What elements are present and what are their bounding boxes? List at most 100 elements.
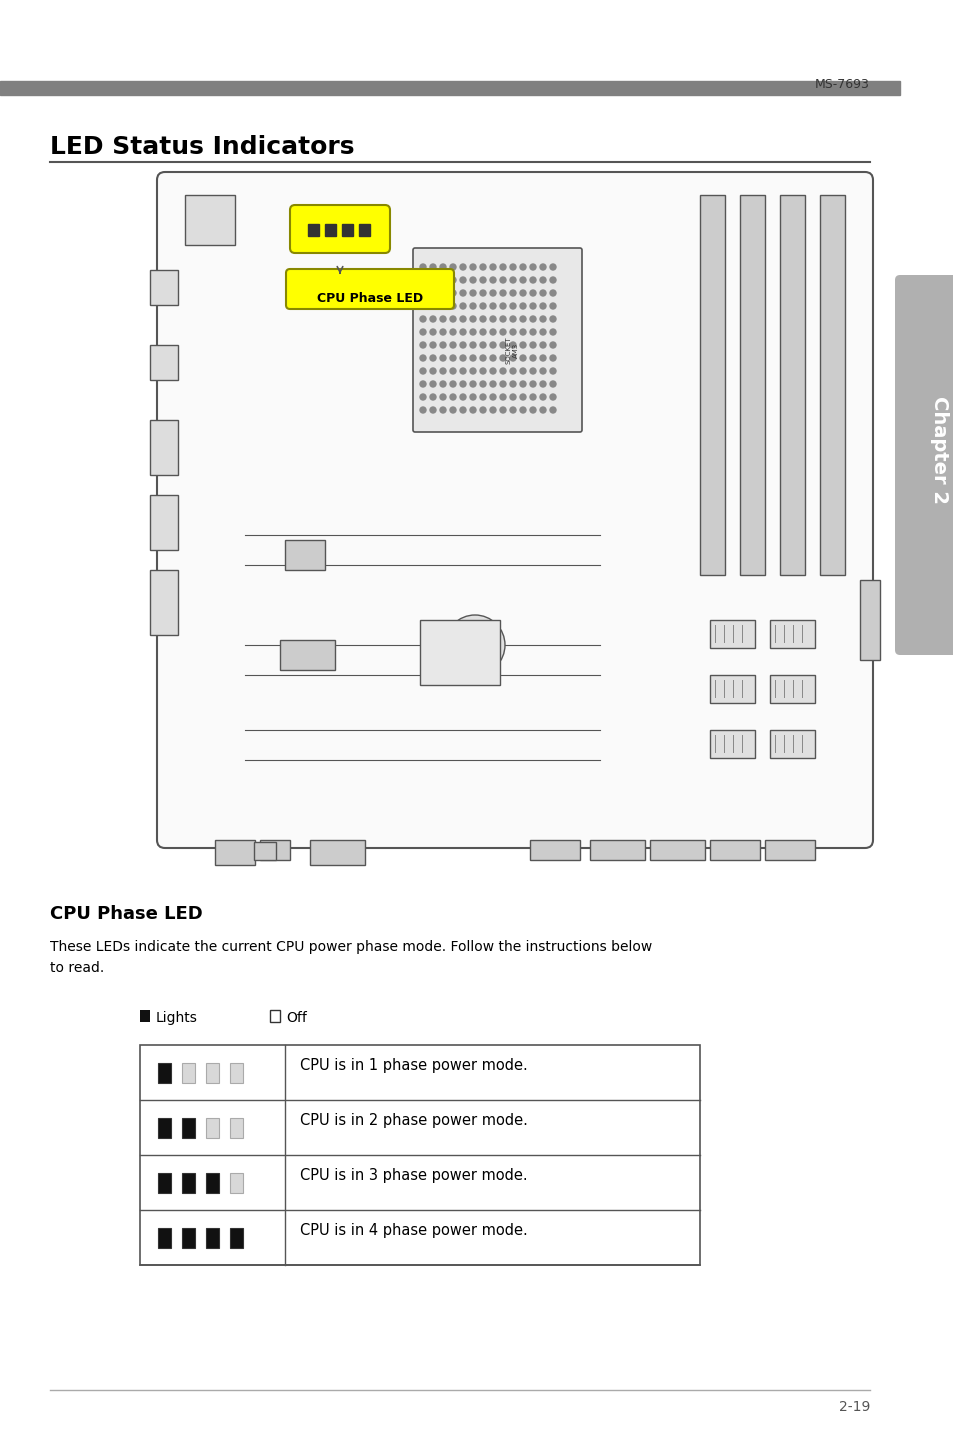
Circle shape xyxy=(519,368,525,374)
Circle shape xyxy=(499,381,505,387)
Bar xyxy=(158,1063,171,1083)
Circle shape xyxy=(550,276,556,284)
Circle shape xyxy=(450,276,456,284)
Circle shape xyxy=(530,263,536,271)
Bar xyxy=(308,223,318,236)
Circle shape xyxy=(550,342,556,348)
Circle shape xyxy=(470,381,476,387)
Circle shape xyxy=(479,407,485,412)
Circle shape xyxy=(490,355,496,361)
Circle shape xyxy=(430,381,436,387)
Bar xyxy=(230,1063,243,1083)
Circle shape xyxy=(450,316,456,322)
Circle shape xyxy=(530,368,536,374)
Circle shape xyxy=(530,407,536,412)
Circle shape xyxy=(539,329,545,335)
Circle shape xyxy=(510,276,516,284)
Circle shape xyxy=(499,329,505,335)
Circle shape xyxy=(530,342,536,348)
Text: LED Status Indicators: LED Status Indicators xyxy=(50,135,355,159)
Bar xyxy=(150,570,178,634)
Circle shape xyxy=(439,381,446,387)
Bar xyxy=(780,195,804,576)
Circle shape xyxy=(510,304,516,309)
Circle shape xyxy=(459,381,465,387)
Circle shape xyxy=(470,342,476,348)
Circle shape xyxy=(499,263,505,271)
Circle shape xyxy=(539,381,545,387)
Circle shape xyxy=(419,355,426,361)
Bar xyxy=(230,1227,243,1247)
Bar xyxy=(230,1117,243,1137)
Circle shape xyxy=(490,304,496,309)
Circle shape xyxy=(530,276,536,284)
Circle shape xyxy=(539,276,545,284)
Bar xyxy=(530,841,579,861)
Circle shape xyxy=(430,316,436,322)
Circle shape xyxy=(470,291,476,296)
Circle shape xyxy=(439,368,446,374)
Circle shape xyxy=(490,291,496,296)
Circle shape xyxy=(439,355,446,361)
FancyBboxPatch shape xyxy=(894,275,953,654)
Circle shape xyxy=(450,291,456,296)
Circle shape xyxy=(490,316,496,322)
Circle shape xyxy=(430,263,436,271)
Circle shape xyxy=(490,368,496,374)
Circle shape xyxy=(479,263,485,271)
Circle shape xyxy=(510,291,516,296)
Circle shape xyxy=(490,394,496,400)
Circle shape xyxy=(459,304,465,309)
Circle shape xyxy=(499,316,505,322)
Circle shape xyxy=(510,263,516,271)
Circle shape xyxy=(479,329,485,335)
Bar xyxy=(150,271,178,305)
Bar xyxy=(325,223,335,236)
Circle shape xyxy=(450,342,456,348)
Circle shape xyxy=(519,407,525,412)
Text: CPU is in 4 phase power mode.: CPU is in 4 phase power mode. xyxy=(299,1223,527,1239)
Bar xyxy=(280,640,335,670)
Bar xyxy=(270,1010,280,1022)
Bar xyxy=(709,620,754,649)
Circle shape xyxy=(479,342,485,348)
Text: Off: Off xyxy=(286,1011,307,1025)
Circle shape xyxy=(550,304,556,309)
FancyBboxPatch shape xyxy=(157,172,872,848)
Circle shape xyxy=(430,291,436,296)
Circle shape xyxy=(459,263,465,271)
Circle shape xyxy=(470,407,476,412)
Text: 2-19: 2-19 xyxy=(838,1400,869,1413)
Circle shape xyxy=(490,276,496,284)
Circle shape xyxy=(439,304,446,309)
Bar xyxy=(285,540,325,570)
Circle shape xyxy=(459,368,465,374)
Bar xyxy=(206,1117,219,1137)
Circle shape xyxy=(470,276,476,284)
Circle shape xyxy=(419,263,426,271)
FancyBboxPatch shape xyxy=(290,205,390,253)
Circle shape xyxy=(459,316,465,322)
Bar xyxy=(769,730,814,758)
Circle shape xyxy=(499,407,505,412)
Bar xyxy=(358,223,370,236)
Circle shape xyxy=(499,291,505,296)
Circle shape xyxy=(470,304,476,309)
Circle shape xyxy=(499,355,505,361)
Circle shape xyxy=(539,394,545,400)
Circle shape xyxy=(444,614,504,674)
Circle shape xyxy=(550,291,556,296)
Circle shape xyxy=(470,394,476,400)
Circle shape xyxy=(479,276,485,284)
Circle shape xyxy=(550,263,556,271)
Circle shape xyxy=(419,407,426,412)
Circle shape xyxy=(439,316,446,322)
Circle shape xyxy=(430,276,436,284)
Bar xyxy=(419,620,499,684)
Circle shape xyxy=(510,342,516,348)
Circle shape xyxy=(510,368,516,374)
Bar xyxy=(764,841,814,861)
Circle shape xyxy=(450,394,456,400)
Circle shape xyxy=(539,355,545,361)
Circle shape xyxy=(450,368,456,374)
